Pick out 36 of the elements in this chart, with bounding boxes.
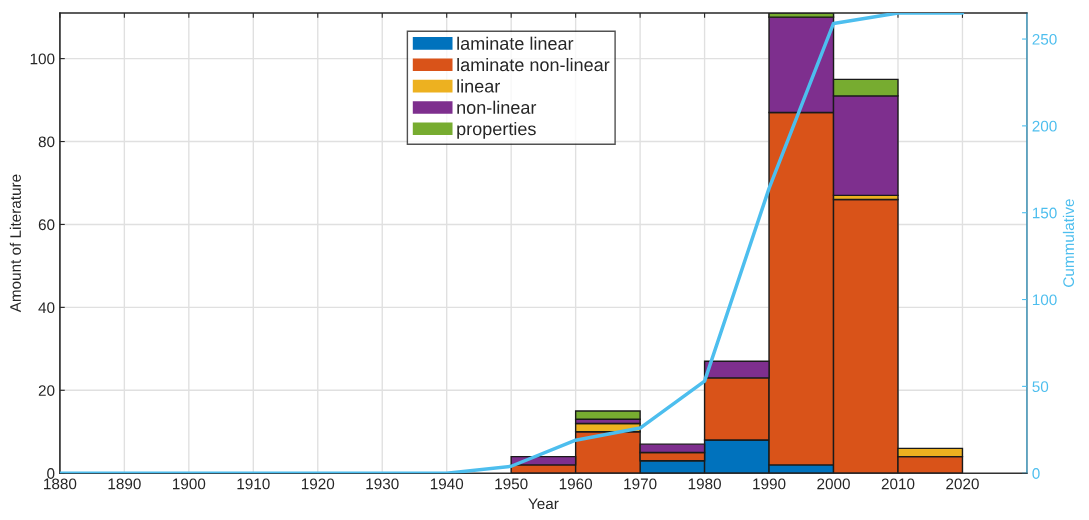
y2-axis-title: Cummulative [1062,199,1075,287]
legend-label: properties [457,122,536,139]
y-tick-label: 100 [30,53,55,65]
y2-tick-label: 200 [1032,120,1057,132]
x-axis-title: Year [528,498,559,510]
bar [574,410,641,420]
y-tick-label: 60 [38,219,55,231]
x-tick-label: 1950 [495,478,528,490]
y2-tick-label: 50 [1032,381,1049,393]
legend-label: linear [457,79,500,93]
x-tick-label: 2000 [817,478,850,490]
y2-tick-label: 250 [1032,33,1057,45]
y-axis-title: Amount of Literature [9,174,21,313]
legend-label: laminate non-linear [457,57,610,72]
y-tick-label: 80 [38,136,55,148]
y2-tick-label: 100 [1032,294,1057,306]
x-tick-label: 1980 [688,478,721,490]
x-tick-label: 1920 [301,478,335,490]
legend-label: non-linear [457,100,537,114]
x-tick-label: 2020 [946,478,979,490]
y2-tick-label: 150 [1032,207,1057,219]
y-tick-label: 20 [38,385,55,396]
x-tick-label: 1930 [366,478,399,490]
x-tick-label: 1990 [753,478,786,490]
y2-tick-label: 0 [1032,468,1040,479]
x-tick-label: 1960 [559,478,593,490]
y-tick-label: 0 [47,468,55,479]
x-tick-label: 1970 [624,478,657,490]
y-tick-label: 40 [38,302,55,314]
x-tick-label: 2010 [881,478,915,490]
x-tick-label: 1940 [430,478,464,490]
x-tick-label: 1880 [44,478,77,490]
x-tick-label: 1910 [237,478,270,490]
x-tick-label: 1890 [108,478,141,490]
legend-label: laminate linear [457,36,574,50]
x-tick-label: 1900 [173,478,206,490]
